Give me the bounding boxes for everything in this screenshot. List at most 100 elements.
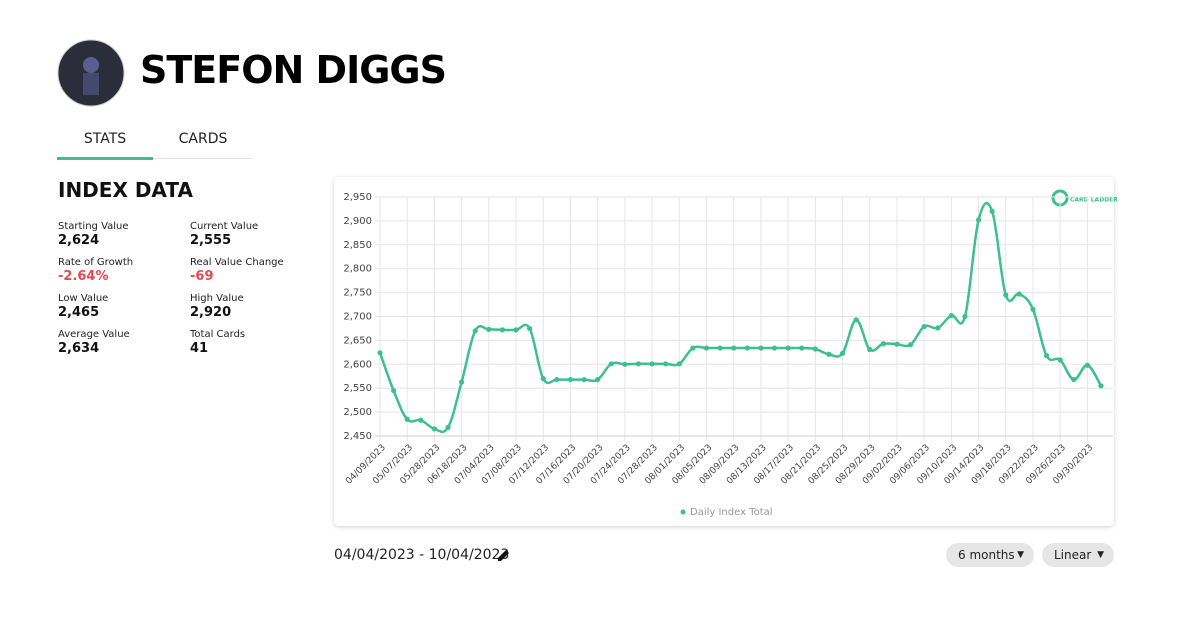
point	[635, 361, 642, 367]
stat-value: 2,920	[190, 305, 232, 320]
point	[459, 379, 465, 385]
point	[1043, 353, 1050, 359]
point	[676, 361, 682, 367]
point	[1098, 383, 1104, 389]
point	[472, 328, 478, 334]
period: 6 months	[958, 548, 1015, 562]
point	[1003, 292, 1009, 298]
point	[785, 345, 791, 351]
point	[744, 345, 750, 351]
point	[839, 350, 846, 356]
point	[608, 361, 614, 367]
point	[1030, 306, 1036, 312]
edit-icon[interactable]	[496, 547, 512, 563]
point	[377, 350, 383, 356]
logo: CARD LADDER	[1051, 189, 1118, 207]
point	[391, 387, 397, 394]
point	[431, 426, 438, 432]
avatar	[57, 39, 125, 107]
legend-swatch	[680, 509, 686, 515]
y-tick-label: 2,550	[343, 383, 372, 394]
point	[894, 341, 900, 347]
line	[378, 201, 1103, 434]
stat-value: 2,634	[58, 341, 100, 356]
y-tick-label: 2,800	[343, 264, 372, 275]
point	[554, 376, 560, 383]
point	[826, 351, 832, 357]
point	[731, 345, 737, 351]
point	[445, 424, 451, 430]
point	[690, 345, 696, 351]
stat-label: Real Value Change	[190, 257, 284, 268]
point	[758, 345, 764, 351]
point	[880, 341, 886, 347]
period-dropdown[interactable]: 6 months ▼	[946, 543, 1034, 567]
point	[962, 313, 968, 320]
player-name: STEFON DIGGS	[140, 48, 447, 92]
point	[717, 345, 723, 351]
point	[595, 376, 601, 383]
point	[948, 312, 954, 319]
stat-value: -69	[190, 269, 214, 284]
point	[1071, 376, 1077, 383]
stat-value: 2,555	[190, 233, 232, 248]
point	[853, 317, 859, 323]
stat-label: Low Value	[58, 293, 109, 304]
tab[interactable]: CARDS	[178, 131, 228, 147]
y-tick-label: 2,850	[343, 240, 372, 251]
stat-value: 2,465	[58, 305, 100, 320]
y-tick-label: 2,450	[343, 431, 372, 442]
point	[513, 327, 519, 333]
stat-value: 2,624	[58, 233, 100, 248]
y-tick-label: 2,900	[343, 216, 372, 227]
stat-label: Average Value	[58, 329, 130, 340]
stat-label: High Value	[190, 293, 244, 304]
point	[649, 361, 655, 367]
tab[interactable]: STATS	[83, 131, 127, 147]
tab-rule	[57, 158, 253, 159]
point	[1057, 357, 1063, 363]
stat-label: Starting Value	[58, 221, 129, 232]
y-tick-label: 2,600	[343, 359, 372, 370]
stat-label: Rate of Growth	[58, 257, 134, 268]
y-tick-label: 2,500	[343, 407, 372, 418]
point	[771, 345, 778, 351]
point	[622, 361, 628, 367]
point	[499, 327, 506, 333]
scale: Linear	[1054, 548, 1092, 562]
point	[418, 417, 424, 423]
legend-label: Daily Index Total	[690, 507, 773, 518]
stat-label: Total Cards	[190, 329, 246, 340]
scale-dropdown[interactable]: Linear ▼	[1042, 543, 1114, 567]
section-title: INDEX DATA	[58, 178, 193, 202]
stat-value: 41	[190, 341, 209, 356]
point	[527, 325, 533, 332]
point	[812, 346, 818, 352]
point	[989, 208, 995, 214]
chart-card	[334, 177, 1114, 526]
y-tick-label: 2,650	[343, 335, 372, 346]
point	[921, 323, 927, 330]
y-tick-label: 2,750	[343, 288, 372, 299]
point	[703, 345, 710, 351]
point	[404, 416, 410, 422]
point	[799, 345, 805, 351]
stat-value: -2.64%	[58, 269, 109, 284]
point	[663, 361, 669, 367]
point	[935, 325, 941, 331]
y-tick-label: 2,950	[343, 192, 372, 203]
point	[975, 217, 982, 223]
point	[907, 342, 914, 348]
point	[540, 376, 546, 382]
tab-indicator	[57, 157, 153, 160]
point	[486, 326, 492, 333]
point	[1016, 291, 1022, 297]
point	[567, 376, 574, 383]
stat-label: Current Value	[190, 221, 259, 232]
point	[1084, 362, 1090, 368]
date-range: 04/04/2023 - 10/04/2023	[334, 547, 510, 563]
point	[581, 376, 587, 383]
logo-text: CARD LADDER	[1070, 197, 1118, 204]
